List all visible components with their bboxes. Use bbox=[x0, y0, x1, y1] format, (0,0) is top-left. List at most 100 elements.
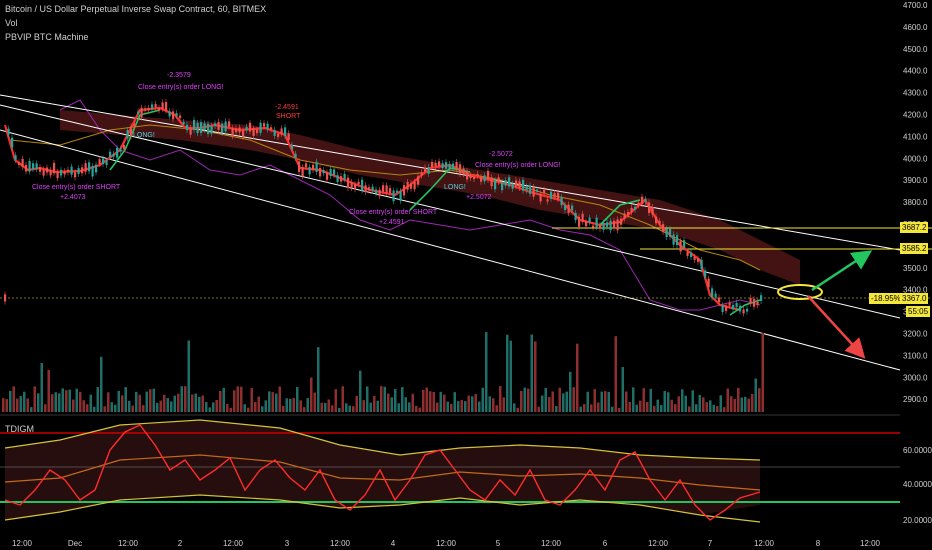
candle-body bbox=[287, 133, 290, 141]
time-axis-label: 7 bbox=[708, 539, 713, 548]
candle-body bbox=[326, 172, 329, 180]
candle-body bbox=[480, 176, 483, 182]
candle-body bbox=[406, 182, 409, 190]
volume-bar bbox=[373, 395, 376, 412]
volume-bar bbox=[653, 405, 656, 412]
volume-bar bbox=[243, 404, 246, 412]
price-axis-label: 3800.0 bbox=[903, 198, 928, 207]
volume-bar bbox=[12, 386, 15, 412]
candle-body bbox=[627, 212, 630, 216]
oscillator-axis-label: 20.0000 bbox=[903, 516, 932, 525]
candle-body bbox=[109, 151, 112, 157]
volume-bar bbox=[586, 391, 589, 412]
candle-body bbox=[168, 111, 171, 117]
candle-body bbox=[77, 168, 80, 175]
volume-bar bbox=[159, 400, 162, 412]
volume-bar bbox=[565, 391, 568, 412]
candle-body bbox=[88, 162, 91, 172]
volume-bar bbox=[331, 405, 334, 412]
oscillator-axis: 60.0000 40.0000 20.0000 bbox=[903, 446, 932, 525]
oscillator-axis-label: 40.0000 bbox=[903, 480, 932, 489]
volume-bar bbox=[432, 392, 435, 412]
volume-bar bbox=[61, 388, 64, 412]
candle-body bbox=[697, 258, 700, 262]
candle-body bbox=[46, 167, 49, 173]
tdi-band-lower bbox=[4, 494, 761, 523]
candle-body bbox=[84, 163, 87, 172]
volume-bar bbox=[23, 391, 26, 412]
candle-body bbox=[382, 185, 385, 192]
candle-body bbox=[266, 123, 269, 130]
channel-top bbox=[0, 94, 901, 251]
candle-body bbox=[130, 126, 133, 137]
volume-bar bbox=[674, 404, 677, 412]
candle-body bbox=[725, 305, 728, 311]
candle-body bbox=[217, 122, 220, 130]
trade-annotation: -2.5072 bbox=[489, 151, 513, 158]
volume-bar bbox=[719, 395, 722, 412]
volume-bar bbox=[222, 387, 225, 412]
trade-annotation: -2.4591 bbox=[275, 104, 299, 111]
time-axis-label: 4 bbox=[391, 539, 396, 548]
trade-annotation: +2.4073 bbox=[60, 194, 86, 201]
candle-body bbox=[42, 169, 45, 176]
candle-body bbox=[606, 222, 609, 227]
volume-bar bbox=[19, 396, 22, 412]
volume-bar bbox=[383, 386, 386, 412]
volume-bar bbox=[194, 393, 197, 412]
volume-bar bbox=[663, 390, 666, 412]
candle-body bbox=[637, 202, 640, 206]
candle-body bbox=[175, 113, 178, 116]
candle-body bbox=[434, 162, 437, 167]
volume-bar bbox=[58, 393, 61, 412]
candle-body bbox=[392, 190, 395, 202]
volume-bar bbox=[712, 404, 715, 412]
volume-bar bbox=[754, 378, 757, 412]
volume-bar bbox=[611, 406, 614, 412]
volume-bar bbox=[65, 390, 68, 412]
candle-body bbox=[252, 128, 255, 136]
candle-body bbox=[112, 153, 115, 157]
volume-bar bbox=[327, 399, 330, 412]
volume-bar bbox=[744, 396, 747, 412]
price-axis-label: 2900.0 bbox=[903, 395, 928, 404]
volume-bar bbox=[257, 396, 260, 412]
candle-body bbox=[655, 216, 658, 224]
price-axis-label: 4100.0 bbox=[903, 132, 928, 141]
candle-body bbox=[357, 181, 360, 185]
volume-bar bbox=[261, 406, 264, 412]
candle-body bbox=[644, 199, 647, 202]
candle-body bbox=[399, 191, 402, 201]
candle-body bbox=[4, 294, 7, 302]
price-axis-label: 4500.0 bbox=[903, 45, 928, 54]
price-axis-label: 3200.0 bbox=[903, 330, 928, 339]
volume-bar bbox=[495, 405, 498, 412]
volume-bar bbox=[639, 400, 642, 412]
candle-body bbox=[662, 224, 665, 233]
trade-annotation: SHORT bbox=[276, 113, 301, 120]
candle-body bbox=[70, 166, 73, 175]
volume-bar bbox=[338, 407, 341, 412]
candle-body bbox=[7, 128, 10, 135]
candle-body bbox=[714, 293, 717, 298]
candle-body bbox=[389, 188, 392, 193]
volume-bar bbox=[614, 336, 617, 412]
candle-body bbox=[469, 175, 472, 179]
candle-body bbox=[133, 123, 136, 128]
volume-bar bbox=[502, 397, 505, 412]
indicator-vol-label: Vol bbox=[5, 18, 18, 28]
volume-bar bbox=[513, 403, 516, 412]
volume-bar bbox=[457, 401, 460, 412]
volume-bar bbox=[562, 393, 565, 412]
volume-bar bbox=[579, 406, 582, 412]
candle-body bbox=[39, 167, 42, 172]
volume-bar bbox=[117, 390, 120, 412]
candle-body bbox=[501, 181, 504, 191]
volume-bar bbox=[499, 386, 502, 412]
volume-bar bbox=[212, 402, 215, 412]
volume-bar bbox=[124, 387, 127, 412]
candle-body bbox=[704, 270, 707, 278]
candle-body bbox=[144, 108, 147, 111]
volume-bar bbox=[702, 397, 705, 412]
